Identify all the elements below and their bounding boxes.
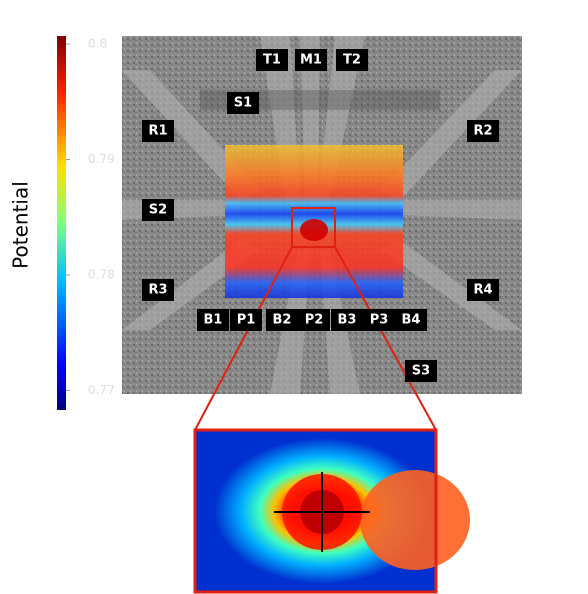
tick-label: 0.77 [88, 383, 115, 397]
electrode-label: B3 [338, 313, 357, 328]
label-box [331, 309, 363, 331]
tick-label: 0.78 [88, 267, 115, 281]
label-box [256, 49, 288, 71]
label-box [230, 309, 262, 331]
electrode-label: P3 [370, 313, 389, 328]
zoom-line [194, 246, 293, 431]
electrode-label: M1 [300, 53, 322, 68]
electrode-label: P1 [237, 313, 256, 328]
label-box [142, 279, 174, 301]
electrode-label: T1 [263, 53, 281, 68]
hotspot [300, 219, 328, 241]
label-box [227, 92, 259, 114]
electrode-label: S3 [412, 364, 430, 379]
electrode-label: B1 [204, 313, 223, 328]
label-box [405, 360, 437, 382]
electrode-label: B2 [273, 313, 292, 328]
electrode-label: R4 [473, 283, 492, 298]
electrode-label: R1 [148, 124, 167, 139]
electrode-label: S2 [149, 203, 167, 218]
label-box [467, 279, 499, 301]
colorbar [57, 36, 66, 410]
label-box [295, 49, 327, 71]
label-box [395, 309, 427, 331]
electrode-label: T2 [343, 53, 361, 68]
label-box [336, 49, 368, 71]
electrode-labels: T1 M1 T2 S1 R1 R2 S2 R3 R4 B1 P1 B2 P2 B3 P3 B4 S3 [142, 49, 499, 382]
electrode-label: P2 [305, 313, 324, 328]
electrode-label: R2 [473, 124, 492, 139]
electrode-label: B4 [402, 313, 421, 328]
colorbar-label: Potential [9, 181, 33, 269]
label-box [142, 120, 174, 142]
label-box [298, 309, 330, 331]
label-box [142, 199, 174, 221]
label-box [467, 120, 499, 142]
inset [193, 428, 470, 594]
label-box [363, 309, 395, 331]
tick-label: 0.8 [88, 37, 107, 51]
colorbar-ticks: 0.8 0.79 0.78 0.77 [66, 37, 115, 397]
label-box [266, 309, 298, 331]
electrode-label: R3 [148, 283, 167, 298]
label-box [197, 309, 229, 331]
zoom-box [291, 207, 336, 248]
electrode-label: S1 [234, 96, 252, 111]
zoom-line [334, 246, 437, 431]
tick-label: 0.79 [88, 152, 115, 166]
